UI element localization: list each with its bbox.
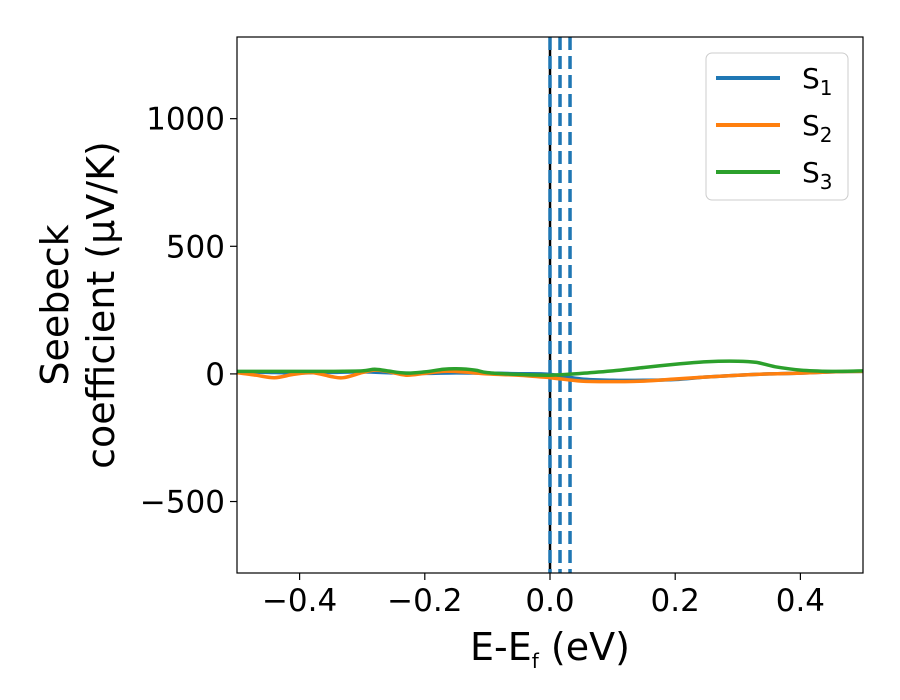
y-axis-label-line2: coefficient (μV/K)	[79, 141, 123, 469]
x-tick-label: 0.2	[651, 583, 700, 619]
legend-label-s2: S2	[802, 109, 833, 147]
series-line-s2	[237, 368, 863, 384]
y-tick-label: 0	[205, 357, 225, 393]
legend-label-s1: S1	[802, 62, 833, 100]
x-axis-label-main: E-E	[470, 625, 532, 669]
x-tick-label: 0.0	[525, 583, 574, 619]
data-series	[237, 359, 863, 384]
y-axis-label-line1: Seebeck	[33, 224, 77, 385]
y-tick-label: 1000	[146, 102, 225, 138]
x-tick-label: 0.4	[776, 583, 825, 619]
x-axis-label-unit: (eV)	[539, 625, 630, 669]
y-tick-label: 500	[166, 229, 225, 265]
x-axis-label: E-Ef (eV)	[470, 625, 630, 673]
x-axis-label-sub: f	[532, 649, 540, 673]
series-line-s3	[237, 359, 863, 377]
x-tick-label: −0.4	[262, 583, 337, 619]
y-axis-label: Seebeck coefficient (μV/K)	[33, 141, 123, 469]
legend-label-s3: S3	[802, 156, 833, 194]
x-axis-ticks: −0.4 −0.2 0.0 0.2 0.4	[262, 573, 825, 619]
y-axis-ticks: −500 0 500 1000	[140, 102, 237, 521]
vertical-reference-lines	[548, 37, 572, 573]
legend: S1 S2 S3	[705, 52, 849, 201]
x-tick-label: −0.2	[387, 583, 462, 619]
y-tick-label: −500	[140, 485, 225, 521]
